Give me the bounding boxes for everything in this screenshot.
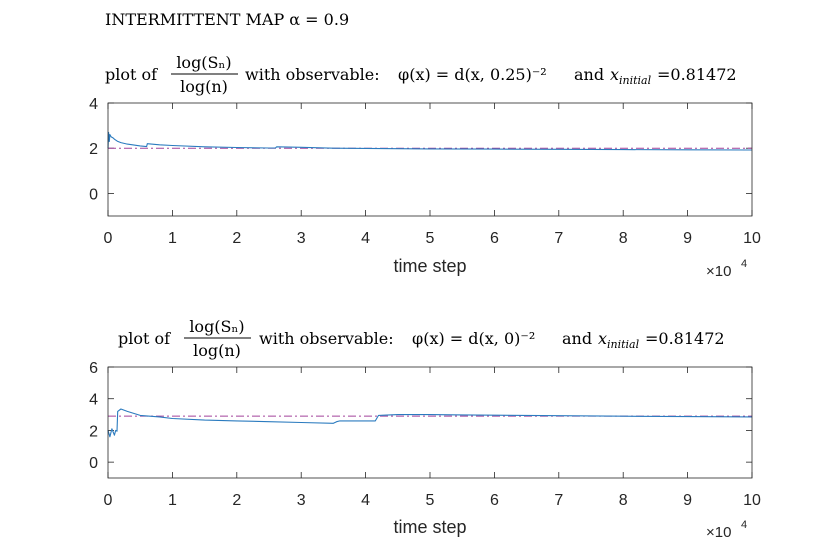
y-tick-label: 0 (89, 186, 98, 203)
x-tick-labels: 0 1 2 3 4 5 6 7 8 9 10 (104, 492, 761, 509)
figure-suptitle: INTERMITTENT MAP α = 0.9 (105, 10, 349, 29)
y-tick-label: 4 (89, 96, 98, 113)
x-tick-label: 7 (554, 492, 563, 509)
title-and: and (574, 65, 604, 84)
series-line (107, 408, 753, 438)
title-xinit-subscript: initial (607, 338, 640, 351)
title-xinit-subscript: initial (619, 74, 652, 87)
title-observable-formula: φ(x) = d(x, 0.25)⁻² (398, 65, 547, 84)
x-tick-label: 6 (490, 230, 499, 247)
x-exponent-power: 4 (741, 258, 747, 270)
x-tick-label: 0 (104, 230, 113, 247)
x-tick-label: 2 (232, 492, 241, 509)
title-fraction-numerator: log(Sₙ) (189, 317, 244, 336)
y-tick-labels: 0 2 4 6 (89, 360, 98, 472)
x-tick-label: 3 (297, 492, 306, 509)
x-tick-label: 1 (168, 230, 177, 247)
title-observable-label: with observable: (245, 65, 380, 84)
y-tick-label: 4 (89, 392, 98, 409)
x-axis-label: time step (393, 256, 466, 276)
x-tick-label: 9 (683, 230, 692, 247)
x-tick-labels: 0 1 2 3 4 5 6 7 8 9 10 (104, 230, 761, 247)
title-xinit-value: =0.81472 (657, 65, 737, 84)
y-tick-label: 0 (89, 455, 98, 472)
x-tick-label: 5 (426, 492, 435, 509)
series (107, 131, 753, 151)
title-observable-label: with observable: (259, 329, 394, 348)
x-tick-label: 1 (168, 492, 177, 509)
x-tick-label: 8 (619, 230, 628, 247)
x-tick-label: 4 (361, 492, 370, 509)
title-prefix: plot of (118, 329, 171, 348)
x-tick-label: 9 (683, 492, 692, 509)
x-axis-label: time step (393, 517, 466, 537)
title-fraction-denominator: log(n) (180, 77, 228, 96)
y-tick-label: 2 (89, 423, 98, 440)
title-prefix: plot of (105, 65, 158, 84)
title-fraction-numerator: log(Sₙ) (176, 53, 231, 72)
axes-box (107, 366, 753, 479)
title-and: and (562, 329, 592, 348)
y-tick-label: 6 (89, 360, 98, 377)
title-fraction-denominator: log(n) (193, 341, 241, 360)
y-tick-label: 2 (89, 141, 98, 158)
x-tick-label: 4 (361, 230, 370, 247)
x-exponent-base: ×10 (706, 263, 731, 280)
plot-area (108, 103, 752, 216)
x-exponent-base: ×10 (706, 524, 731, 541)
series (107, 408, 753, 438)
x-tick-label: 0 (104, 492, 113, 509)
plot-area (108, 367, 752, 478)
x-tick-label: 3 (297, 230, 306, 247)
x-tick-label: 7 (554, 230, 563, 247)
axes-box (107, 102, 753, 217)
title-xinit-symbol: x (610, 65, 619, 84)
series-line (107, 131, 753, 151)
x-exponent-power: 4 (741, 519, 747, 531)
subplot-1-title: plot of log(Sₙ) log(n) with observable: … (105, 53, 737, 96)
title-observable-formula: φ(x) = d(x, 0)⁻² (412, 329, 535, 348)
subplot-1: plot of log(Sₙ) log(n) with observable: … (89, 53, 761, 280)
x-tick-label: 5 (426, 230, 435, 247)
x-tick-label: 10 (743, 230, 761, 247)
x-tick-label: 10 (743, 492, 761, 509)
x-tick-label: 2 (232, 230, 241, 247)
subplot-2: plot of log(Sₙ) log(n) with observable: … (89, 317, 761, 541)
title-xinit-symbol: x (598, 329, 607, 348)
x-tick-label: 6 (490, 492, 499, 509)
y-tick-labels: 0 2 4 (89, 96, 98, 203)
x-tick-label: 8 (619, 492, 628, 509)
subplot-2-title: plot of log(Sₙ) log(n) with observable: … (118, 317, 725, 360)
title-xinit-value: =0.81472 (645, 329, 725, 348)
